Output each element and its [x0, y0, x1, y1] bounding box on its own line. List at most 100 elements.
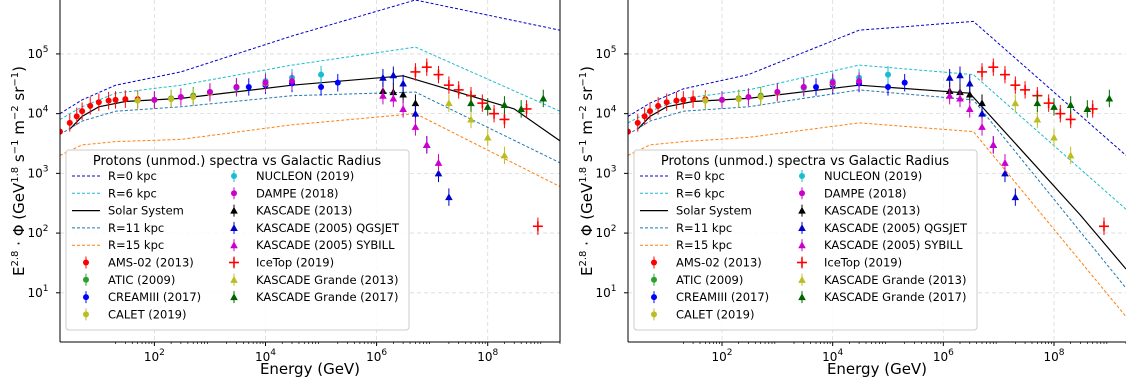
data-point: [467, 99, 475, 107]
series-nucleon-2019: [233, 65, 325, 97]
data-point: [500, 151, 509, 159]
legend-item-dampe-2018: DAMPE (2018): [231, 186, 339, 200]
data-point: [389, 94, 398, 102]
series-kascade-2005-sybill: [379, 86, 443, 172]
legend-label: CREAMIII (2017): [108, 290, 201, 304]
data-point: [411, 123, 420, 130]
x-tick-label: 102: [144, 348, 165, 364]
legend-label: ATIC (2009): [676, 273, 743, 287]
series-line-r-11-kpc: [628, 89, 1126, 289]
data-point: [702, 97, 709, 104]
legend-title: Protons (unmod.) spectra vs Galactic Rad…: [93, 154, 381, 169]
data-point: [60, 128, 63, 135]
data-point: [978, 99, 986, 107]
series-kascade-grande-2013: [445, 94, 509, 165]
y-ticks: 101 102 103 104 105: [595, 45, 628, 300]
data-point: [379, 91, 387, 99]
data-point: [978, 109, 986, 117]
legend-swatch: [798, 224, 806, 231]
legend-swatch: [231, 190, 237, 197]
legend-label: DAMPE (2018): [824, 186, 907, 200]
legend-swatch: [799, 173, 805, 179]
legend-item-kascade-grande-2017: KASCADE Grande (2017): [230, 290, 398, 304]
data-point: [483, 103, 492, 110]
data-point: [399, 105, 407, 112]
data-point: [399, 79, 407, 87]
legend-item-r-0-kpc: R=0 kpc: [72, 169, 157, 183]
data-point: [813, 83, 820, 90]
legend-label: Solar System: [676, 204, 752, 218]
data-point: [885, 71, 892, 78]
legend-item-r-6-kpc: R=6 kpc: [640, 186, 725, 200]
data-point: [467, 115, 475, 123]
data-point: [262, 79, 269, 86]
data-point: [433, 69, 444, 80]
data-point: [673, 97, 680, 104]
data-point: [539, 94, 548, 102]
legend-swatch: [798, 276, 806, 283]
series-line-r-0-kpc: [60, 0, 560, 115]
data-point: [177, 94, 184, 101]
y-axis-label: E2.8 · Φ (GeV1.8 s−1 m−2 sr−1): [10, 66, 28, 276]
x-tick-label: 108: [1044, 348, 1065, 364]
chart-panel-left: 102 104 106 108 101 102 103 104 105 Energy (GeV…: [10, 0, 561, 378]
data-point: [634, 119, 641, 126]
y-axis-label: E2.8 · Φ (GeV1.8 s−1 m−2 sr−1): [578, 66, 596, 276]
legend-swatch: [797, 257, 807, 268]
legend-label: KASCADE Grande (2013): [824, 273, 966, 287]
data-point: [1105, 94, 1114, 102]
legend-label: IceTop (2019): [256, 256, 334, 270]
series-kascade-2005-sybill: [945, 86, 1009, 172]
data-point: [318, 71, 325, 78]
legend-swatch: [651, 259, 657, 266]
data-point: [1020, 84, 1031, 95]
legend-label: R=6 kpc: [108, 186, 157, 200]
x-ticks: 102 104 106 108: [115, 342, 561, 364]
data-point: [112, 96, 119, 103]
data-point: [977, 66, 988, 77]
y-tick-label: 102: [595, 224, 616, 240]
data-point: [1011, 99, 1020, 107]
data-point: [1065, 114, 1076, 125]
legend-item-creamiii-2017: CREAMIII (2017): [651, 290, 769, 304]
data-point: [483, 133, 492, 141]
data-point: [956, 94, 964, 102]
y-tick-label: 102: [27, 224, 48, 240]
legend-item-kascade-grande-2017: KASCADE Grande (2017): [798, 290, 966, 304]
y-tick-label: 104: [27, 105, 48, 121]
data-point: [1033, 115, 1042, 123]
x-axis-label: Energy (GeV): [260, 360, 360, 378]
y-tick-label: 105: [595, 45, 616, 61]
legend-label: KASCADE (2005) QGSJET: [256, 221, 400, 235]
series-line-r-0-kpc: [628, 20, 1126, 156]
legend-label: KASCADE Grande (2017): [824, 290, 966, 304]
legend-item-solar-system: Solar System: [72, 204, 184, 218]
data-point: [965, 90, 974, 98]
legend-frame: [65, 149, 410, 331]
data-point: [379, 73, 387, 81]
data-point: [1083, 105, 1092, 112]
data-point: [122, 96, 129, 103]
legend-frame: [633, 149, 978, 331]
legend-label: AMS-02 (2013): [108, 256, 194, 270]
data-point: [66, 119, 73, 126]
data-point: [1011, 193, 1020, 201]
data-point: [95, 99, 102, 106]
legend-label: NUCLEON (2019): [824, 169, 922, 183]
chart-panel-right: 102 104 106 108 101 102 103 104 105 Energy (GeV…: [578, 0, 1126, 378]
legend-label: ATIC (2009): [108, 273, 175, 287]
data-point: [190, 94, 197, 101]
x-axis-label: Energy (GeV): [827, 360, 927, 378]
legend-swatch: [230, 293, 238, 301]
data-point: [1050, 103, 1058, 110]
legend-label: R=15 kpc: [108, 238, 164, 252]
y-tick-label: 103: [27, 164, 48, 180]
legend-swatch: [230, 224, 238, 231]
legend-swatch: [651, 311, 657, 318]
x-tick-label: 104: [255, 348, 276, 364]
legend-swatch: [83, 276, 89, 283]
legend-label: KASCADE (2005) SYBILL: [256, 238, 395, 252]
data-point: [988, 62, 999, 73]
legend-label: R=11 kpc: [108, 221, 164, 235]
